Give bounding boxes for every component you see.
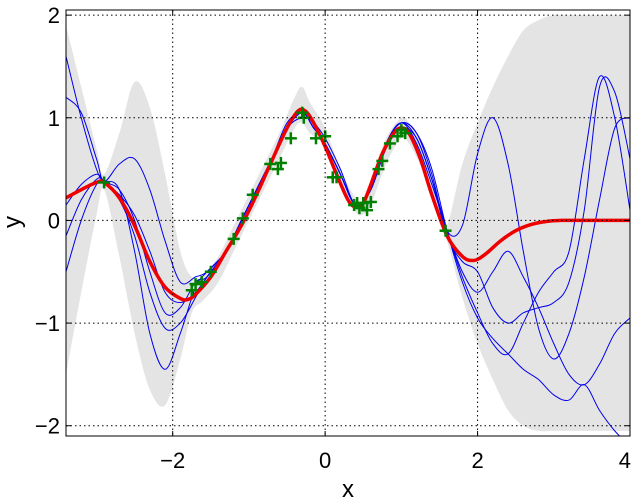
x-tick-label: 4 bbox=[619, 448, 631, 473]
x-axis-label: x bbox=[342, 476, 354, 500]
y-axis-label: y bbox=[0, 216, 26, 228]
observation-point bbox=[364, 195, 377, 208]
observation-point bbox=[383, 137, 396, 150]
observation-point bbox=[195, 276, 208, 289]
x-tick-label: 0 bbox=[319, 448, 331, 473]
observation-point bbox=[361, 204, 374, 217]
observation-point bbox=[185, 284, 198, 297]
observation-point bbox=[189, 278, 202, 291]
observation-point bbox=[391, 130, 404, 143]
observation-point bbox=[399, 127, 412, 140]
observation-point bbox=[376, 154, 389, 167]
y-tick-label: −2 bbox=[35, 414, 60, 439]
observation-point bbox=[297, 111, 310, 124]
y-tick-label: 0 bbox=[48, 208, 60, 233]
observation-point bbox=[264, 157, 277, 170]
observation-point bbox=[227, 232, 240, 245]
plot-frame bbox=[65, 9, 631, 437]
y-tick-label: −1 bbox=[35, 311, 60, 336]
confidence-band bbox=[66, 14, 630, 432]
mean-function-line bbox=[66, 107, 630, 302]
observation-point bbox=[330, 171, 343, 184]
observation-point bbox=[236, 212, 249, 225]
y-tick-label: 2 bbox=[48, 3, 60, 28]
observation-point bbox=[246, 188, 259, 201]
observation-point bbox=[284, 132, 297, 145]
x-tick-label: 2 bbox=[471, 448, 483, 473]
observation-point bbox=[98, 176, 111, 189]
observation-point bbox=[372, 163, 385, 176]
observation-point bbox=[309, 132, 322, 145]
observation-point bbox=[439, 224, 452, 237]
sample-function-5 bbox=[66, 112, 630, 360]
observation-point bbox=[274, 156, 287, 169]
x-tick-label: −2 bbox=[160, 448, 185, 473]
y-tick-label: 1 bbox=[48, 106, 60, 131]
observation-point bbox=[271, 163, 284, 176]
observation-point bbox=[204, 265, 217, 278]
sample-function-2 bbox=[66, 75, 630, 356]
